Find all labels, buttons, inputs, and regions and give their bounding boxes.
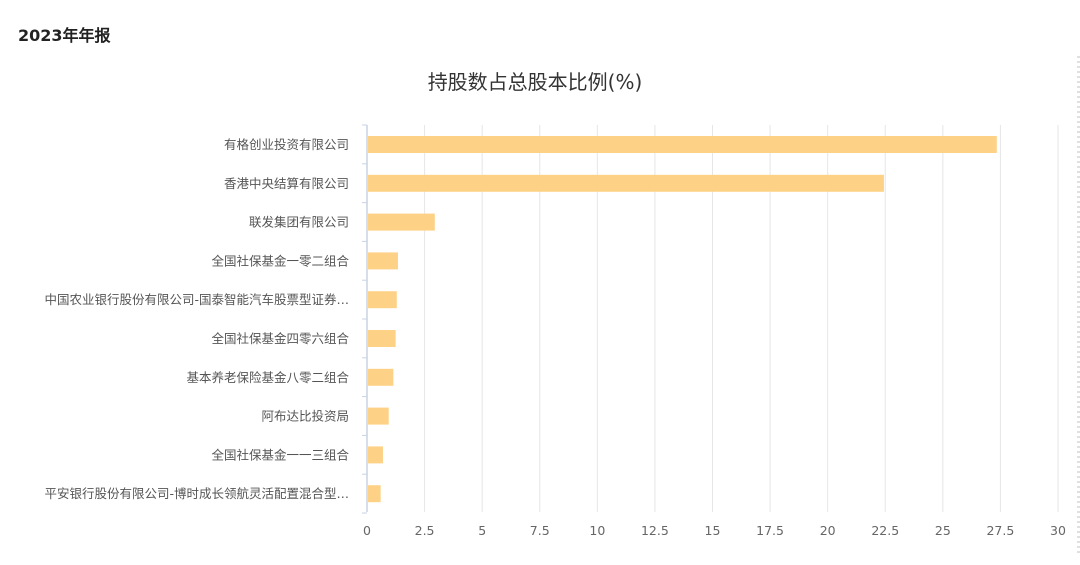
x-tick-label: 2.5: [415, 523, 435, 538]
category-label: 中国农业银行股份有限公司-国泰智能汽车股票型证券…: [44, 292, 349, 307]
category-labels: 有格创业投资有限公司香港中央结算有限公司联发集团有限公司全国社保基金一零二组合中…: [44, 137, 349, 501]
bar: [368, 174, 884, 192]
x-tick-label: 27.5: [986, 523, 1014, 538]
bar: [368, 330, 396, 347]
bar: [368, 407, 389, 425]
category-label: 全国社保基金四零六组合: [211, 331, 349, 346]
category-label: 基本养老保险基金八零二组合: [186, 370, 349, 385]
report-period-label: 2023年年报: [18, 26, 111, 45]
category-label: 阿布达比投资局: [261, 409, 349, 424]
x-tick-label: 20: [820, 523, 836, 538]
category-label: 全国社保基金一一三组合: [211, 447, 349, 462]
category-label: 香港中央结算有限公司: [224, 176, 349, 191]
bar: [368, 213, 435, 231]
x-tick-label: 17.5: [756, 523, 784, 538]
category-label: 平安银行股份有限公司-博时成长领航灵活配置混合型…: [44, 486, 349, 501]
category-label: 有格创业投资有限公司: [224, 137, 349, 152]
bar: [368, 136, 997, 153]
x-tick-label: 7.5: [530, 523, 550, 538]
category-label: 联发集团有限公司: [249, 215, 349, 230]
x-tick-label: 30: [1050, 523, 1066, 538]
x-tick-label: 0: [363, 523, 371, 538]
scroll-edge-divider: [1077, 56, 1080, 556]
category-label: 全国社保基金一零二组合: [211, 253, 349, 268]
x-tick-labels: 0 2.5 5 7.5 10 12.5 15 17.5 20 22.5 25 27.5 30: [363, 523, 1066, 538]
y-axis: [362, 124, 368, 514]
bar: [368, 291, 397, 309]
x-tick-label: 12.5: [641, 523, 669, 538]
bar: [368, 368, 394, 386]
bar: [368, 446, 383, 464]
bar: [368, 485, 381, 503]
x-tick-label: 10: [589, 523, 605, 538]
x-tick-label: 25: [935, 523, 951, 538]
x-tick-label: 15: [705, 523, 721, 538]
bars: [368, 136, 997, 503]
bar: [368, 252, 398, 270]
chart-title: 持股数占总股本比例(%): [427, 70, 643, 94]
x-tick-label: 5: [478, 523, 486, 538]
x-tick-label: 22.5: [871, 523, 899, 538]
